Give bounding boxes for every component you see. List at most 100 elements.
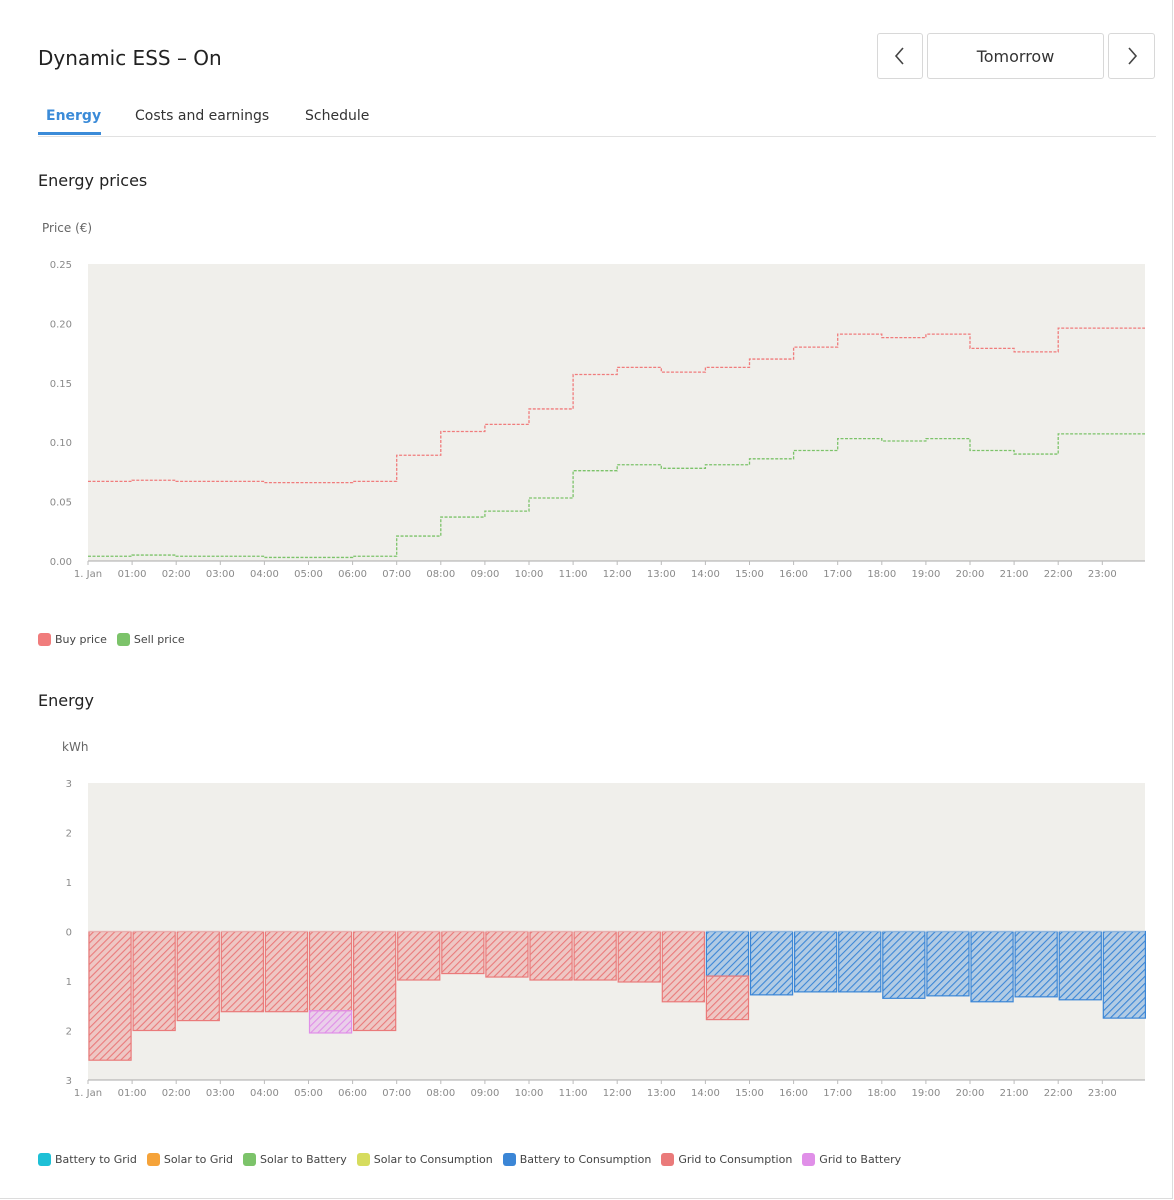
legend-label: Solar to Grid [163, 1153, 233, 1166]
price-y-tick-label: 0.20 [50, 319, 72, 330]
energy-y-tick-label: 0 [66, 928, 72, 939]
legend-grid-to-consumption[interactable]: Grid to Consumption [661, 1153, 792, 1166]
legend-swatch [146, 1153, 160, 1166]
energy-bar-grid-to-consumption [529, 930, 573, 981]
energy-bar-battery-to-consumption [926, 930, 970, 997]
price-series-buy-line [88, 327, 1145, 484]
day-selector-button[interactable]: Tomorrow [927, 33, 1104, 79]
energy-x-tick-label: 19:00 [911, 1088, 940, 1099]
energy-x-tick-label: 12:00 [603, 1088, 632, 1099]
energy-x-tick-label: 20:00 [956, 1088, 985, 1099]
energy-bar-battery-to-consumption [882, 930, 926, 999]
price-plot-area [88, 264, 1145, 561]
energy-x-tick-label: 14:00 [691, 1088, 720, 1099]
energy-bar-battery-to-consumption [793, 930, 838, 993]
price-y-tick-label: 0.25 [50, 260, 72, 271]
energy-bar-battery-to-consumption [749, 930, 794, 996]
next-day-button[interactable] [1108, 33, 1155, 79]
energy-y-tick-label: 2 [66, 829, 72, 840]
price-x-tick-label: 19:00 [911, 569, 940, 580]
tab-schedule[interactable]: Schedule [305, 108, 370, 124]
energy-bar-battery-to-consumption [705, 930, 750, 977]
legend-swatch [356, 1153, 370, 1166]
energy-bar-battery-to-consumption [838, 930, 882, 993]
energy-bar-grid-to-consumption [397, 930, 441, 981]
energy-y-tick-label: 1 [66, 977, 72, 988]
legend-solar-to-grid[interactable]: Solar to Grid [146, 1153, 233, 1166]
energy-bar-grid-to-consumption [441, 930, 485, 975]
energy-bar-grid-to-consumption [485, 930, 529, 978]
legend-battery-to-grid[interactable]: Battery to Grid [38, 1153, 137, 1166]
energy-x-tick-label: 07:00 [382, 1088, 411, 1099]
energy-x-tick-label: 08:00 [426, 1088, 455, 1099]
energy-x-tick-label: 16:00 [779, 1088, 808, 1099]
price-x-tick-label: 07:00 [382, 569, 411, 580]
legend-solar-to-consumption[interactable]: Solar to Consumption [356, 1153, 493, 1166]
energy-x-tick-label: 02:00 [162, 1088, 191, 1099]
price-chart: 0.00 0.05 0.10 0.15 0.20 0.25 1. Jan 01:00 02:00… [50, 260, 1145, 580]
price-x-tick-label: 08:00 [426, 569, 455, 580]
energy-bar-battery-to-consumption [1102, 930, 1147, 1019]
energy-bar-battery-to-consumption [1058, 930, 1102, 1001]
prices-axis-unit: Price (€) [42, 221, 93, 235]
tab-costs-and-earnings[interactable]: Costs and earnings [135, 108, 270, 124]
energy-bar-grid-to-consumption [308, 930, 353, 1012]
energy-bar-battery-to-consumption [1014, 930, 1058, 998]
price-x-tick-label: 16:00 [779, 569, 808, 580]
legend-label: Solar to Battery [260, 1153, 347, 1166]
legend-battery-to-consumption[interactable]: Battery to Consumption [502, 1153, 651, 1166]
energy-x-tick-label: 21:00 [1000, 1088, 1029, 1099]
price-x-tick-label: 04:00 [250, 569, 279, 580]
price-y-tick-label: 0.00 [50, 557, 72, 568]
energy-x-tick-label: 05:00 [294, 1088, 323, 1099]
price-y-tick-label: 0.05 [50, 498, 72, 509]
legend-sell-price[interactable]: Sell price [116, 633, 185, 646]
price-x-tick-label: 12:00 [603, 569, 632, 580]
energy-bar-grid-to-consumption [353, 930, 397, 1032]
tab-energy[interactable]: Energy [46, 108, 102, 124]
energy-x-tick-label: 06:00 [338, 1088, 367, 1099]
price-y-tick-label: 0.10 [50, 438, 72, 449]
energy-bar-battery-to-consumption [970, 930, 1014, 1003]
price-x-tick-label: 06:00 [338, 569, 367, 580]
energy-y-tick-label: 2 [66, 1027, 72, 1038]
energy-x-tick-label: 10:00 [515, 1088, 544, 1099]
legend-swatch [502, 1153, 516, 1166]
energy-bar-grid-to-battery [308, 1010, 353, 1034]
energy-y-tick-label: 3 [66, 1076, 72, 1087]
legend-label: Grid to Battery [819, 1153, 902, 1166]
price-x-tick-label: 11:00 [559, 569, 588, 580]
energy-legend: Battery to Grid Solar to Grid Solar to Bat… [38, 1153, 911, 1166]
energy-bar-grid-to-consumption [176, 930, 220, 1022]
legend-swatch [802, 1153, 816, 1166]
energy-x-tick-label: 11:00 [559, 1088, 588, 1099]
price-x-tick-label: 18:00 [867, 569, 896, 580]
price-x-tick-label: 1. Jan [74, 569, 102, 580]
energy-bar-grid-to-consumption [264, 930, 309, 1013]
price-x-tick-label: 14:00 [691, 569, 720, 580]
chevron-right-icon [1127, 47, 1137, 65]
energy-x-tick-label: 22:00 [1044, 1088, 1073, 1099]
energy-x-tick-label: 18:00 [867, 1088, 896, 1099]
energy-bar-grid-to-consumption [88, 930, 132, 1061]
legend-label: Solar to Consumption [373, 1153, 493, 1166]
price-x-tick-label: 01:00 [118, 569, 147, 580]
prices-section-title: Energy prices [38, 171, 148, 190]
energy-x-tick-label: 1. Jan [74, 1088, 102, 1099]
legend-swatch [243, 1153, 256, 1166]
active-tab-indicator [38, 132, 101, 135]
previous-day-button[interactable] [877, 33, 923, 79]
legend-solar-to-battery[interactable]: Solar to Battery [243, 1153, 347, 1166]
legend-label: Grid to Consumption [678, 1153, 793, 1166]
energy-bar-grid-to-consumption [573, 930, 617, 981]
legend-buy-price[interactable]: Buy price [38, 633, 107, 646]
energy-x-tick-label: 13:00 [647, 1088, 676, 1099]
price-x-tick-label: 13:00 [647, 569, 676, 580]
price-x-tick-label: 05:00 [294, 569, 323, 580]
price-x-tick-label: 09:00 [470, 569, 499, 580]
legend-swatch [661, 1153, 675, 1166]
price-y-tick-label: 0.15 [50, 379, 72, 390]
legend-grid-to-battery[interactable]: Grid to Battery [802, 1153, 901, 1166]
